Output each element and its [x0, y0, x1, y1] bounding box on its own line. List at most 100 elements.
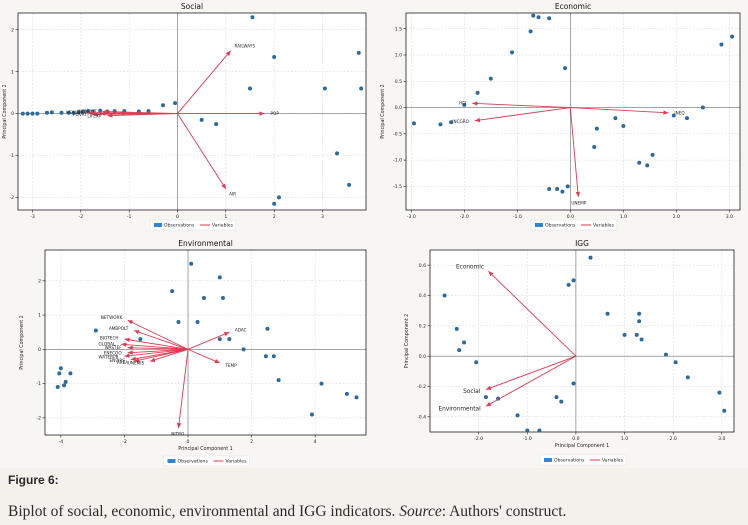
variable-arrowhead: [121, 342, 127, 347]
y-tick-label: -1.0: [393, 158, 402, 164]
variable-arrowhead: [133, 330, 140, 335]
observation-point: [717, 390, 722, 395]
observation-point: [411, 121, 416, 126]
plot-area: [18, 13, 366, 210]
observation-point: [462, 102, 467, 107]
x-tick-label: 4: [314, 439, 317, 445]
figure-caption: Biplot of social, economic, environmenta…: [8, 503, 743, 521]
legend-variables-label: Variables: [226, 459, 248, 465]
axes-frame: [429, 249, 735, 433]
variable-arrow: [187, 331, 230, 350]
variable-arrowhead: [92, 112, 98, 117]
observation-point: [68, 371, 73, 376]
y-tick-label: 0.0: [395, 105, 402, 111]
observation-point: [241, 347, 246, 352]
legend-box: [539, 454, 627, 466]
observation-point: [634, 332, 639, 337]
observation-point: [488, 76, 493, 81]
variable-label: TEMP: [224, 363, 237, 368]
y-tick-label: 0: [11, 111, 14, 117]
x-tick-label: 3.0: [726, 214, 733, 220]
observation-point: [173, 101, 178, 106]
observation-point: [613, 116, 618, 121]
variable-arrowhead: [472, 101, 478, 106]
variable-label: Environmental: [439, 407, 482, 413]
observation-point: [335, 151, 339, 156]
variable-arrowhead: [130, 356, 137, 361]
y-axis-label: Principal Component 2: [19, 315, 25, 369]
variable-arrow: [488, 270, 577, 357]
x-axis-label: Principal Component 1: [555, 443, 609, 449]
observation-point: [685, 375, 690, 380]
y-tick-label: 1: [38, 313, 41, 319]
variable-label: Economic: [456, 265, 484, 271]
observation-point: [59, 110, 64, 115]
x-tick-label: 3.0: [718, 436, 725, 442]
chart-title: Social: [181, 2, 203, 11]
variable-arrowhead: [127, 345, 133, 350]
observation-point: [515, 413, 520, 418]
observation-point: [201, 295, 206, 300]
observation-point: [57, 371, 62, 376]
x-tick-label: 1: [224, 214, 227, 220]
y-tick-label: 0.6: [419, 263, 426, 269]
observation-point: [272, 55, 277, 60]
y-tick-label: -1.5: [393, 184, 402, 190]
x-tick-label: 2: [273, 214, 276, 220]
observation-point: [277, 195, 281, 200]
variable-arrow: [485, 355, 577, 407]
observation-point: [673, 360, 678, 365]
observation-point: [563, 66, 568, 71]
observation-point: [474, 360, 479, 365]
x-tick-label: -1: [127, 214, 132, 220]
observation-point: [555, 186, 560, 191]
observation-point: [438, 122, 443, 127]
caption-source-label: Source: [399, 503, 442, 520]
legend-observations-label: Observations: [164, 223, 195, 229]
variable-arrow: [472, 102, 571, 109]
observation-point: [354, 395, 359, 400]
observation-point: [645, 163, 650, 168]
variable-label: NETWORK: [101, 315, 123, 320]
variable-arrowhead: [225, 50, 231, 56]
variable-label: POVRT: [73, 112, 87, 117]
y-tick-label: 0.2: [419, 323, 426, 329]
observation-point: [319, 381, 324, 386]
y-axis-label: Principal Component 2: [380, 84, 386, 138]
y-tick-label: 0: [38, 347, 41, 353]
legend-box: [149, 219, 237, 231]
chart-legend: Observations Variables: [530, 219, 618, 231]
x-tick-label: 1.0: [621, 436, 628, 442]
legend-observations-label: Observations: [545, 223, 576, 229]
y-tick-label: 0.4: [419, 293, 426, 299]
variable-arrow: [485, 355, 577, 390]
observation-point: [571, 278, 576, 283]
observation-point: [276, 378, 281, 383]
observation-point: [112, 109, 117, 114]
legend-observations-swatch: [154, 223, 162, 227]
y-tick-label: -1: [9, 153, 14, 159]
x-tick-label: -1.0: [523, 436, 532, 442]
variable-arrow: [570, 107, 669, 114]
observation-point: [442, 293, 447, 298]
axes-frame: [44, 249, 367, 436]
observation-point: [63, 379, 68, 384]
y-tick-label: 0.5: [395, 79, 402, 85]
variable-arrow: [149, 348, 189, 362]
observation-point: [271, 354, 276, 359]
observation-point: [272, 201, 277, 206]
observation-point: [639, 337, 644, 342]
variable-arrowhead: [127, 350, 133, 355]
observation-point: [138, 337, 143, 342]
plot-area: [430, 250, 734, 432]
figure-panel: Social -3 -2 -1 0 1 2 3 -2 -1 0 1 2 Principal Compone…: [2, 2, 741, 467]
chart-title: Economic: [555, 2, 591, 11]
chart-title: Environmental: [178, 239, 233, 248]
observation-point: [347, 182, 352, 187]
legend-box: [163, 455, 250, 467]
variable-label: WASTEF: [105, 345, 123, 350]
caption-main-text: Biplot of social, economic, environmenta…: [8, 503, 400, 520]
variable-arrowhead: [124, 337, 130, 343]
observation-point: [621, 123, 626, 128]
observation-point: [566, 282, 571, 287]
